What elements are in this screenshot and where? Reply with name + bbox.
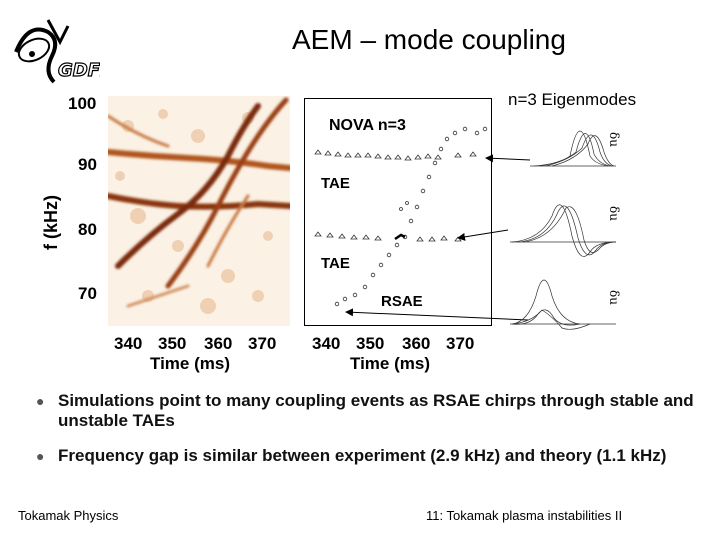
x-tick-right: 350 (356, 334, 385, 353)
footer-left: Tokamak Physics (18, 508, 119, 523)
y-tick: 100 (68, 94, 97, 113)
x-axis-label-right: Time (ms) (350, 354, 430, 373)
x-tick-left: 360 (204, 334, 233, 353)
eigen-axis-label-3: δu (607, 290, 621, 305)
tae-lower-label: TAE (321, 255, 350, 272)
x-tick-right: 370 (446, 334, 475, 353)
bullet-icon: ● (36, 448, 45, 464)
x-tick-right: 340 (312, 334, 341, 353)
nova-simulation-panel: NOVA n=3 TAE TAE RSAE (304, 98, 492, 326)
nova-title: NOVA n=3 (329, 117, 406, 134)
x-tick-right: 360 (402, 334, 431, 353)
eigenmodes-title: n=3 Eigenmodes (508, 90, 637, 109)
y-tick: 70 (78, 284, 97, 303)
eigenmode-sketches: δu δu δu (345, 130, 621, 330)
bullet-text: Frequency gap is similar between experim… (58, 446, 667, 465)
x-tick-left: 370 (248, 334, 277, 353)
institute-logo: GDFI (14, 19, 100, 84)
experiment-spectrogram (108, 96, 290, 326)
eigen-axis-label-2: δu (607, 206, 621, 221)
tae-upper-label: TAE (321, 175, 350, 192)
bullet-item: ● Simulations point to many coupling eve… (36, 391, 706, 433)
bullet-item: ● Frequency gap is similar between exper… (36, 446, 706, 488)
eigen-axis-label-1: δu (607, 132, 621, 147)
bullet-icon: ● (36, 393, 45, 409)
y-tick: 90 (78, 155, 97, 174)
rsae-label: RSAE (381, 293, 423, 310)
x-tick-left: 340 (114, 334, 143, 353)
slide-title: AEM – mode coupling (292, 24, 566, 55)
logo-text: GDFI (58, 60, 100, 81)
bullet-text: Simulations point to many coupling event… (58, 391, 694, 430)
y-axis-label: f (kHz) (41, 195, 61, 250)
y-tick: 80 (78, 220, 97, 239)
footer-right: 11: Tokamak plasma instabilities II (426, 508, 623, 523)
x-axis-label-left: Time (ms) (150, 354, 230, 373)
x-tick-left: 350 (158, 334, 187, 353)
